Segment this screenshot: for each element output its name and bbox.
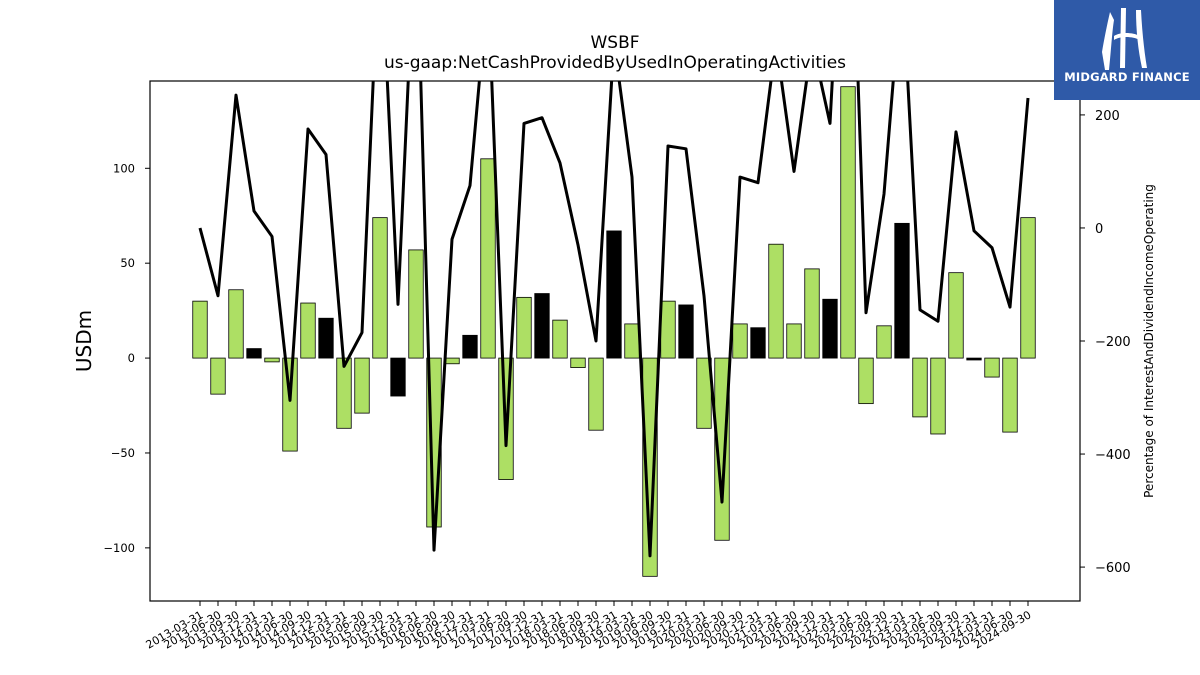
bar-2021-03-31 [768,243,784,359]
axes: −100−50050100−600−400−20002002013-03-312… [103,80,1131,652]
bar-2016-09-30 [444,357,460,365]
bar-2015-03-31 [336,357,352,429]
y-axis-label: USDm [72,310,96,372]
bar-2016-12-31 [462,334,478,359]
bar-2016-03-31 [408,249,424,359]
bar-2022-06-30 [858,357,874,405]
bar-2019-03-31 [624,323,640,359]
bar-2020-06-30 [714,357,730,541]
bar-2024-09-30 [1020,217,1036,359]
right-y-tick-label: −400 [1095,448,1131,463]
bar-2022-12-31 [894,222,910,359]
bar-2021-06-30 [786,323,802,359]
bar-2020-09-30 [732,323,748,359]
bar-2020-12-31 [750,327,766,359]
chart-title: WSBF [590,33,639,53]
bar-2023-09-30 [948,272,964,359]
right-y-tick-label: −200 [1095,335,1131,350]
bars [192,86,1036,577]
bar-2017-09-30 [516,296,532,359]
bar-2022-09-30 [876,325,892,359]
bar-2022-03-31 [840,86,856,359]
bar-2017-03-31 [480,158,496,359]
right-y-tick-label: −600 [1095,561,1131,576]
bar-2023-03-31 [912,357,928,418]
bar-2021-09-30 [804,268,820,359]
bar-2015-12-31 [390,357,406,397]
right-y-tick-label: 0 [1095,222,1103,237]
bar-2014-12-31 [318,317,334,359]
bar-2021-12-31 [822,298,838,359]
y-tick-label: −100 [103,541,135,555]
chart-subtitle: us-gaap:NetCashProvidedByUsedInOperating… [384,53,846,73]
bar-2023-12-31 [966,357,982,361]
midgard-logo-icon [1102,8,1147,70]
bar-2014-09-30 [300,302,316,359]
bar-2019-09-30 [660,300,676,359]
bar-2018-03-31 [552,319,568,359]
bar-2024-06-30 [1002,357,1018,433]
right-y-tick-label: 200 [1095,109,1120,124]
y-tick-label: −50 [111,446,135,460]
bar-2018-06-30 [570,357,586,368]
bar-2018-09-30 [588,357,604,431]
line-layer [198,81,1030,558]
bar-2017-12-31 [534,293,550,359]
bar-2013-09-30 [228,289,244,359]
logo-text: MIDGARD FINANCE [1064,70,1190,84]
bar-2019-06-30 [642,357,658,577]
bar-2013-06-30 [210,357,226,395]
bar-2023-06-30 [930,357,946,435]
bar-2019-12-31 [678,304,694,359]
bar-2024-03-31 [984,357,1000,378]
bar-2013-12-31 [246,348,262,359]
y-tick-label: 0 [128,351,135,365]
bar-2014-06-30 [282,357,298,452]
y-tick-label: 50 [120,256,135,270]
y-tick-label: 100 [113,161,135,175]
midgard-finance-logo: MIDGARD FINANCE [1054,0,1200,100]
bar-2013-03-31 [192,300,208,359]
bar-2015-06-30 [354,357,370,414]
bar-2015-09-30 [372,217,388,359]
line-series [198,81,1030,558]
bar-2014-03-31 [264,357,280,363]
right-y-axis-label: Percentage of InterestAndDividendIncomeO… [1142,184,1156,498]
bar-2018-12-31 [606,230,622,359]
